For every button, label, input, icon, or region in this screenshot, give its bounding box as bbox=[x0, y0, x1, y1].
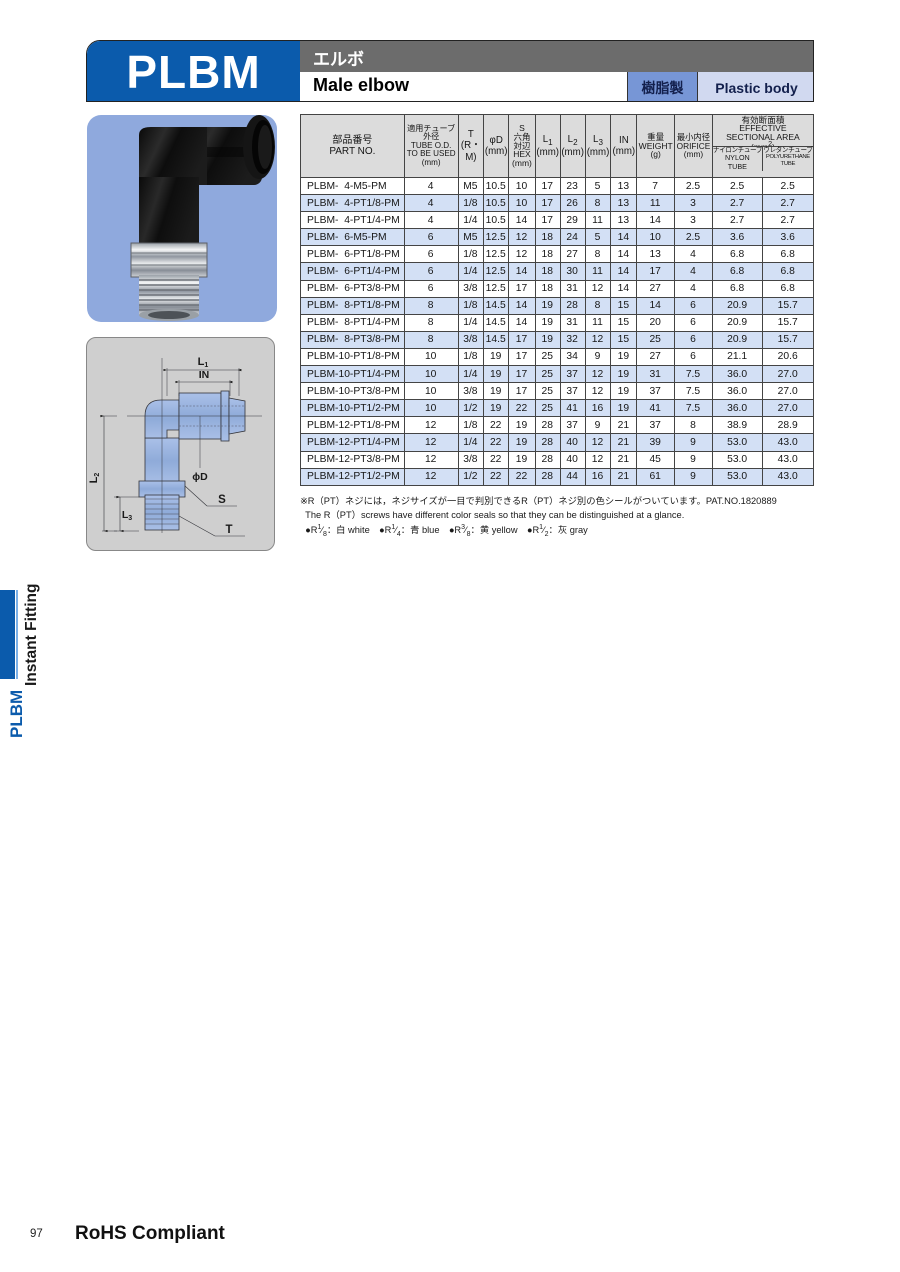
svg-text:T: T bbox=[225, 524, 232, 536]
svg-text:L2: L2 bbox=[88, 473, 101, 484]
svg-text:S: S bbox=[218, 494, 226, 506]
svg-text:L3: L3 bbox=[122, 509, 132, 522]
svg-text:L1: L1 bbox=[198, 356, 209, 369]
svg-text:ϕD: ϕD bbox=[192, 471, 208, 483]
svg-text:IN: IN bbox=[199, 369, 210, 381]
